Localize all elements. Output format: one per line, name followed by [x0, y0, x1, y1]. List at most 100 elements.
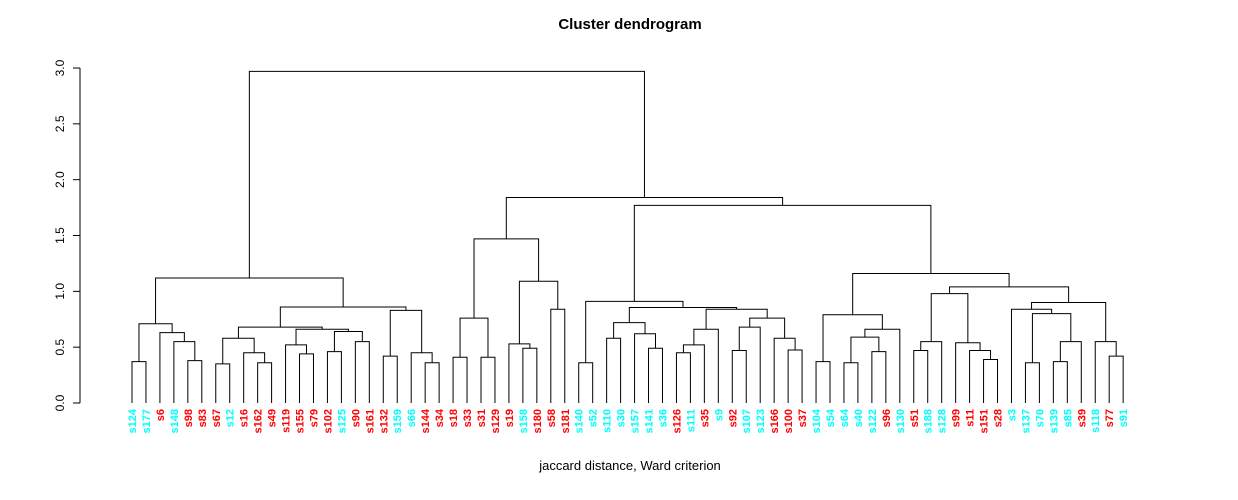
dendrogram-link — [705, 308, 768, 330]
dendrogram-link — [864, 328, 901, 403]
leaf-label: s11 — [965, 409, 977, 427]
leaf-label: s180 — [532, 409, 544, 433]
leaf-label: s141 — [644, 409, 656, 433]
dendrogram-link — [871, 351, 887, 403]
leaf-label: s130 — [895, 409, 907, 433]
dendrogram-link — [983, 358, 999, 403]
dendrogram-link — [578, 362, 594, 403]
leaf-label: s140 — [574, 409, 586, 433]
dendrogram-link — [410, 352, 433, 403]
dendrogram-link — [738, 326, 761, 403]
leaf-label: s102 — [322, 409, 334, 433]
dendrogram-link — [633, 204, 932, 302]
dendrogram-link — [693, 328, 719, 403]
dendrogram-link — [850, 336, 880, 363]
leaf-label: s34 — [434, 408, 446, 427]
dendrogram-link — [606, 337, 622, 403]
leaf-label: s90 — [350, 409, 362, 427]
dendrogram-link — [237, 326, 323, 339]
leaf-label: s125 — [336, 409, 348, 433]
leaf-label: s49 — [267, 409, 279, 427]
dendrogram-link — [505, 197, 784, 239]
leaf-label: s96 — [881, 409, 893, 427]
leaf-label: s19 — [504, 409, 516, 427]
dendrogram-link — [628, 307, 738, 323]
dendrogram-link — [382, 355, 398, 403]
leaf-label: s6 — [155, 409, 167, 421]
dendrogram-link — [354, 341, 370, 403]
dendrogram-link — [173, 341, 196, 403]
dendrogram-link — [326, 351, 342, 403]
y-tick-label: 0.5 — [53, 339, 67, 356]
leaf-label: s137 — [1020, 409, 1032, 433]
leaf-label: s118 — [1090, 409, 1102, 433]
leaf-label: s159 — [392, 409, 404, 433]
dendrogram-link — [333, 331, 363, 352]
dendrogram-link — [459, 317, 489, 358]
y-tick-label: 1.5 — [53, 227, 67, 244]
leaf-label: s51 — [909, 409, 921, 427]
leaf-label: s39 — [1076, 409, 1088, 427]
dendrogram-link — [1024, 362, 1040, 403]
leaf-label: s166 — [769, 409, 781, 433]
leaf-label: s58 — [546, 409, 558, 427]
leaf-label: s3 — [1006, 409, 1018, 421]
leaf-label: s36 — [657, 409, 669, 427]
leaf-label: s132 — [378, 409, 390, 433]
dendrogram-link — [550, 308, 566, 403]
leaf-label: s40 — [853, 409, 865, 427]
dendrogram-link — [215, 363, 231, 403]
chart-caption: jaccard distance, Ward criterion — [539, 458, 721, 473]
dendrogram-link — [522, 347, 538, 403]
leaf-label: s28 — [993, 409, 1005, 427]
leaf-label: s77 — [1104, 409, 1116, 427]
dendrogram-link — [159, 332, 185, 403]
leaf-label: s12 — [225, 409, 237, 427]
dendrogram-link — [1094, 341, 1117, 403]
dendrogram-link — [389, 309, 423, 357]
leaf-label: s54 — [825, 408, 837, 427]
dendrogram-link — [787, 349, 803, 403]
leaf-label: s188 — [923, 409, 935, 433]
leaf-label: s129 — [490, 409, 502, 433]
dendrogram-link — [222, 337, 255, 364]
leaf-label: s92 — [727, 409, 739, 427]
dendrogram-link — [155, 277, 344, 324]
y-tick-label: 3.0 — [53, 59, 67, 76]
leaf-label: s66 — [406, 409, 418, 427]
y-tick-label: 0.0 — [53, 394, 67, 411]
y-tick-label: 2.0 — [53, 171, 67, 188]
dendrogram-link — [822, 314, 883, 362]
dendrogram-link — [131, 361, 147, 403]
dendrogram-link — [675, 352, 691, 403]
leaf-label: s79 — [308, 409, 320, 427]
leaf-label: s162 — [253, 409, 265, 433]
dendrogram-link — [257, 362, 273, 403]
dendrogram-link — [1031, 313, 1072, 363]
leaf-label: s139 — [1048, 409, 1060, 433]
y-tick-label: 1.0 — [53, 283, 67, 300]
leaf-label: s124 — [127, 408, 139, 433]
leaf-label: s64 — [839, 408, 851, 427]
leaf-label: s128 — [937, 409, 949, 433]
dendrogram-link — [913, 350, 929, 403]
leaf-label: s70 — [1034, 409, 1046, 427]
leaf-label: s161 — [364, 409, 376, 433]
dendrogram-link — [1010, 308, 1053, 403]
dendrogram-link — [248, 70, 645, 278]
leaf-label: s98 — [183, 409, 195, 427]
dendrogram-link — [648, 347, 663, 403]
leaf-label: s16 — [239, 409, 251, 427]
dendrogram-link — [955, 342, 981, 403]
chart-title: Cluster dendrogram — [558, 16, 702, 33]
dendrogram-link — [1059, 341, 1082, 403]
leaf-label: s158 — [518, 409, 530, 433]
dendrogram-link — [243, 352, 266, 403]
dendrogram-link — [682, 344, 705, 403]
leaf-label: s30 — [616, 409, 628, 427]
leaf-label: s122 — [867, 409, 879, 433]
dendrogram-link — [452, 356, 468, 403]
leaf-label: s33 — [462, 409, 474, 427]
